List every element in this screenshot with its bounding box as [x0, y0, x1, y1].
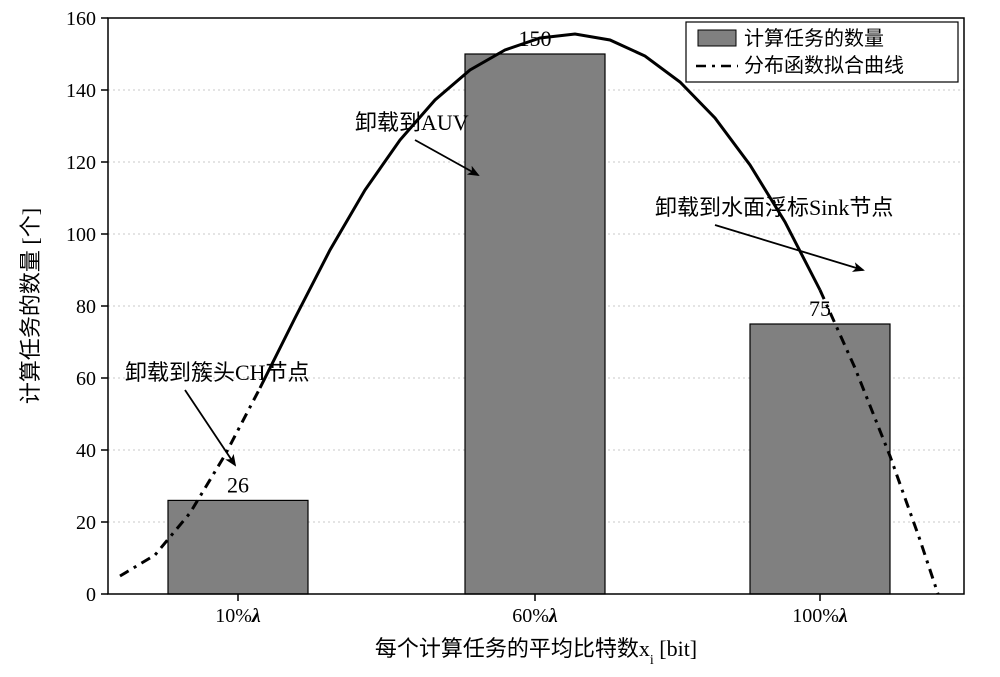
- y-tick-label: 80: [76, 296, 96, 318]
- x-axis-title: 每个计算任务的平均比特数xi [bit]: [375, 636, 697, 668]
- y-axis-title: 计算任务的数量 [个]: [18, 208, 43, 404]
- y-tick-label: 140: [66, 80, 96, 102]
- bar-value-label: 75: [809, 296, 831, 321]
- x-tick-label: 100%λ: [792, 605, 848, 627]
- bar: [465, 54, 605, 594]
- annotation-label: 卸载到AUV: [355, 110, 469, 135]
- y-tick-label: 20: [76, 512, 96, 534]
- y-tick-label: 0: [86, 584, 96, 606]
- y-tick-label: 40: [76, 440, 96, 462]
- x-tick-label: 60%λ: [512, 605, 558, 627]
- annotation-label: 卸载到水面浮标Sink节点: [655, 195, 893, 220]
- legend-label: 分布函数拟合曲线: [744, 54, 904, 77]
- legend-label: 计算任务的数量: [744, 27, 884, 50]
- annotation-arrow: [185, 390, 235, 465]
- bar-line-chart: 261507502040608010012014016010%λ60%λ100%…: [0, 0, 1000, 677]
- y-tick-label: 120: [66, 152, 96, 174]
- x-tick-label: 10%λ: [215, 605, 261, 627]
- legend-swatch-bar: [698, 30, 736, 46]
- bar-value-label: 26: [227, 472, 249, 497]
- y-tick-label: 100: [66, 224, 96, 246]
- bar: [750, 324, 890, 594]
- annotation-label: 卸载到簇头CH节点: [125, 360, 310, 385]
- y-tick-label: 60: [76, 368, 96, 390]
- y-tick-label: 160: [66, 8, 96, 30]
